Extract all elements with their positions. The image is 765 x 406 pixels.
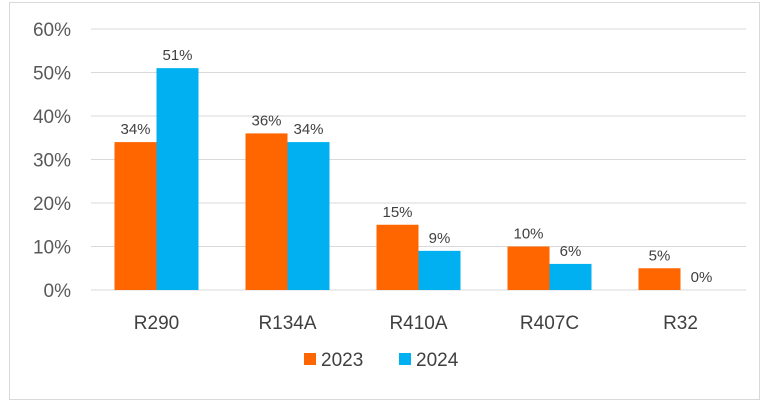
category-label: R290	[134, 313, 179, 334]
y-tick-label: 40%	[33, 107, 71, 128]
legend-label-2023: 2023	[321, 350, 363, 371]
bar-2023-r407c	[507, 246, 550, 290]
gridlines	[91, 28, 746, 291]
y-tick-label: 60%	[33, 20, 71, 41]
data-label-2024-r290: 51%	[162, 47, 192, 64]
bar-2023-r410a	[376, 224, 419, 290]
data-labels: 34% 51% 36% 34% 15% 9% 10% 6% 5% 0%	[120, 47, 712, 286]
legend-swatch-2024	[399, 353, 411, 365]
bar-2023-r290	[114, 142, 157, 290]
data-label-2024-r410a: 9%	[429, 230, 451, 247]
category-label: R410A	[389, 313, 447, 334]
data-label-2023-r134a: 36%	[251, 112, 281, 129]
category-label: R134A	[258, 313, 316, 334]
data-label-2023-r410a: 15%	[382, 204, 412, 221]
y-axis-ticks: 0% 10% 20% 30% 40% 50% 60%	[33, 20, 71, 302]
bar-2024-r410a	[418, 250, 461, 290]
legend-swatch-2023	[304, 353, 316, 365]
data-label-2024-r32: 0%	[691, 269, 713, 286]
bar-2023-r134a	[245, 133, 288, 290]
bar-2024-r290	[156, 68, 199, 291]
data-label-2023-r407c: 10%	[513, 226, 543, 243]
bar-2024-r407c	[549, 263, 592, 290]
y-tick-label: 10%	[33, 238, 71, 259]
bar-2023-r32	[638, 268, 681, 290]
y-tick-label: 20%	[33, 194, 71, 215]
legend-label-2024: 2024	[416, 350, 459, 371]
x-axis-categories: R290 R134A R410A R407C R32	[134, 313, 698, 334]
category-label: R407C	[520, 313, 579, 334]
category-label: R32	[663, 313, 698, 334]
y-tick-label: 0%	[44, 281, 72, 302]
legend: 2023 2024	[304, 350, 459, 371]
bars	[114, 68, 681, 291]
y-tick-label: 50%	[33, 64, 71, 85]
bar-2024-r134a	[287, 142, 330, 290]
data-label-2024-r407c: 6%	[560, 243, 582, 260]
data-label-2023-r290: 34%	[120, 121, 150, 138]
data-label-2023-r32: 5%	[649, 247, 671, 264]
data-label-2024-r134a: 34%	[293, 121, 323, 138]
y-tick-label: 30%	[33, 151, 71, 172]
